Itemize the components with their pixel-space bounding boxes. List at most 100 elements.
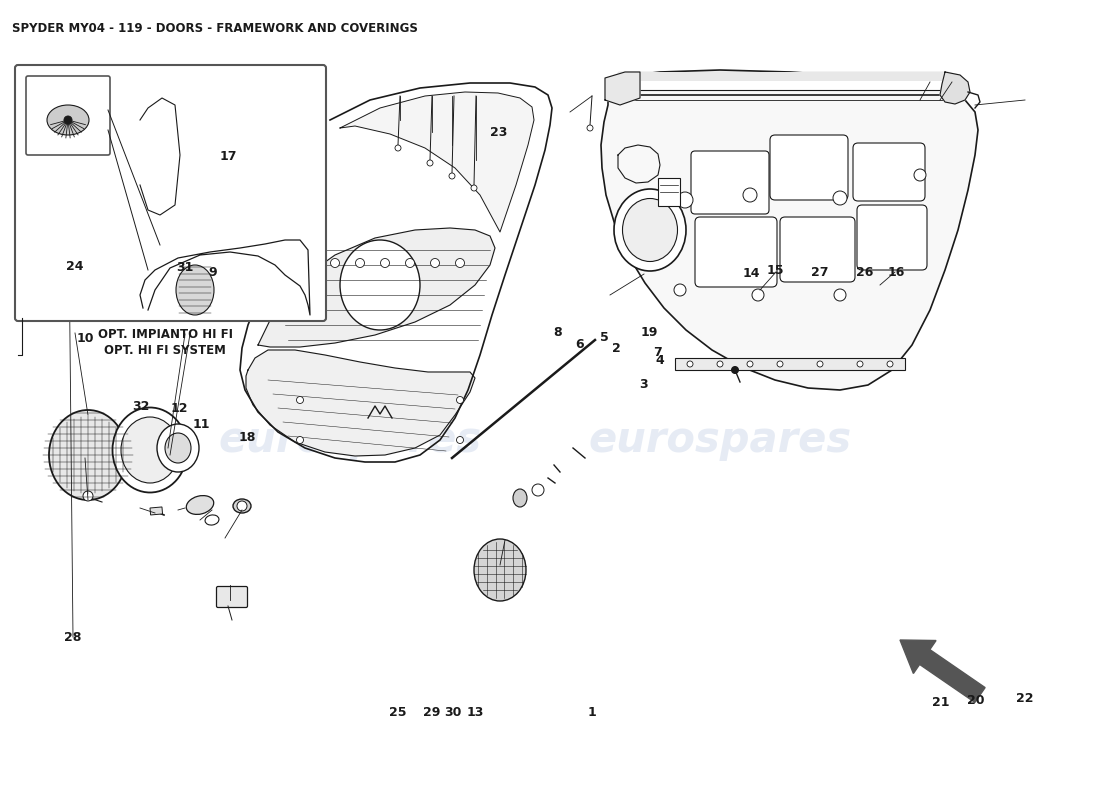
FancyBboxPatch shape (26, 76, 110, 155)
Circle shape (355, 258, 364, 267)
Circle shape (688, 361, 693, 367)
Circle shape (395, 145, 402, 151)
Circle shape (674, 284, 686, 296)
Text: 31: 31 (176, 261, 194, 274)
Circle shape (430, 258, 440, 267)
Text: 25: 25 (389, 706, 407, 719)
Circle shape (732, 366, 738, 374)
Circle shape (914, 169, 926, 181)
Ellipse shape (233, 499, 251, 513)
Text: 2: 2 (612, 342, 620, 354)
Ellipse shape (474, 539, 526, 601)
Text: 12: 12 (170, 402, 188, 414)
Circle shape (427, 160, 433, 166)
Polygon shape (246, 350, 475, 456)
Circle shape (306, 258, 315, 267)
FancyBboxPatch shape (770, 135, 848, 200)
Text: OPT. HI FI SYSTEM: OPT. HI FI SYSTEM (104, 344, 226, 357)
Text: 21: 21 (932, 696, 949, 709)
Text: 3: 3 (639, 378, 648, 390)
FancyBboxPatch shape (780, 217, 855, 282)
Text: eurospares: eurospares (588, 419, 851, 461)
Text: 17: 17 (220, 150, 238, 162)
Text: 13: 13 (466, 706, 484, 719)
Text: 22: 22 (1016, 692, 1034, 705)
Text: 24: 24 (66, 260, 84, 273)
Circle shape (717, 361, 723, 367)
Polygon shape (340, 92, 534, 232)
FancyBboxPatch shape (857, 205, 927, 270)
Text: 20: 20 (967, 694, 984, 706)
Text: eurospares: eurospares (219, 419, 482, 461)
Circle shape (752, 289, 764, 301)
Circle shape (456, 437, 463, 443)
Circle shape (676, 192, 693, 208)
Polygon shape (605, 72, 640, 105)
Circle shape (834, 289, 846, 301)
Text: 28: 28 (64, 631, 81, 644)
Text: 29: 29 (422, 706, 440, 719)
Circle shape (833, 191, 847, 205)
Text: 15: 15 (767, 264, 784, 277)
Ellipse shape (513, 489, 527, 507)
Circle shape (236, 501, 248, 511)
Bar (658, 178, 680, 206)
Bar (618, 72, 948, 90)
Ellipse shape (165, 433, 191, 463)
Text: 1: 1 (587, 706, 596, 719)
Text: 27: 27 (811, 266, 828, 278)
Circle shape (777, 361, 783, 367)
Circle shape (330, 258, 340, 267)
Circle shape (456, 397, 463, 403)
Ellipse shape (205, 515, 219, 525)
Ellipse shape (50, 410, 127, 500)
Circle shape (449, 173, 455, 179)
Ellipse shape (186, 495, 213, 514)
Bar (675, 358, 905, 370)
Text: 23: 23 (490, 126, 507, 138)
Ellipse shape (121, 417, 179, 483)
FancyArrow shape (900, 640, 986, 702)
Circle shape (747, 361, 754, 367)
Text: SPYDER MY04 - 119 - DOORS - FRAMEWORK AND COVERINGS: SPYDER MY04 - 119 - DOORS - FRAMEWORK AN… (12, 22, 418, 35)
Circle shape (587, 125, 593, 131)
Text: 7: 7 (653, 346, 662, 358)
Text: 32: 32 (132, 400, 150, 413)
Text: 9: 9 (208, 266, 217, 278)
Ellipse shape (340, 240, 420, 330)
Text: 19: 19 (640, 326, 658, 339)
Text: 14: 14 (742, 267, 760, 280)
Bar (618, 72, 948, 81)
Circle shape (297, 397, 304, 403)
Text: 18: 18 (239, 431, 256, 444)
Circle shape (297, 437, 304, 443)
FancyBboxPatch shape (852, 143, 925, 201)
Circle shape (82, 491, 94, 501)
Text: 16: 16 (888, 266, 905, 278)
Text: 30: 30 (444, 706, 462, 719)
Bar (150, 507, 163, 515)
FancyBboxPatch shape (15, 65, 326, 321)
Text: 8: 8 (553, 326, 562, 338)
FancyBboxPatch shape (691, 151, 769, 214)
Polygon shape (601, 70, 978, 390)
Circle shape (817, 361, 823, 367)
Circle shape (742, 188, 757, 202)
Text: 6: 6 (575, 338, 584, 350)
Circle shape (471, 185, 477, 191)
Circle shape (64, 116, 72, 124)
Ellipse shape (112, 407, 187, 493)
Circle shape (857, 361, 864, 367)
Polygon shape (258, 228, 495, 347)
Text: 10: 10 (77, 332, 95, 345)
Circle shape (887, 361, 893, 367)
Text: 4: 4 (656, 354, 664, 367)
Text: 5: 5 (600, 331, 608, 344)
Circle shape (532, 484, 544, 496)
Ellipse shape (157, 424, 199, 472)
Circle shape (455, 258, 464, 267)
FancyBboxPatch shape (217, 586, 248, 607)
Text: 26: 26 (856, 266, 873, 278)
Ellipse shape (176, 265, 214, 315)
Circle shape (381, 258, 389, 267)
